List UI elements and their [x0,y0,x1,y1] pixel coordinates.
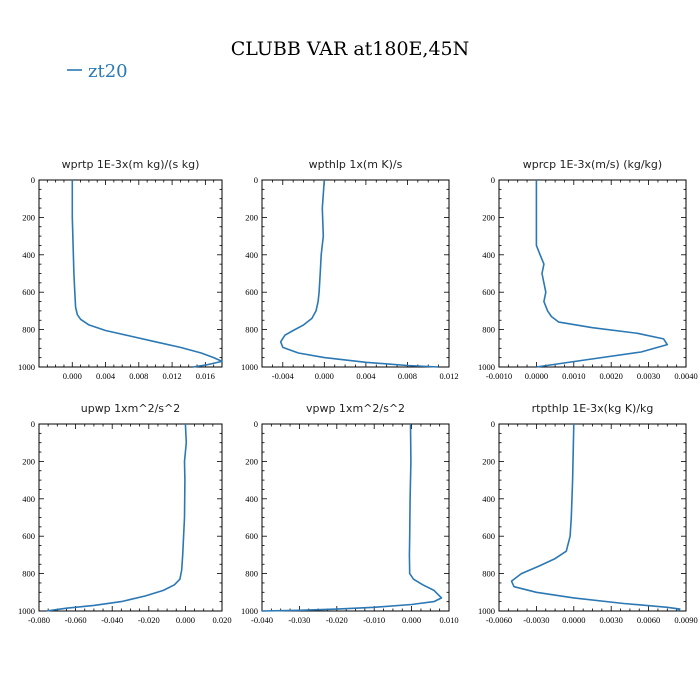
panel-title: upwp 1xm^2/s^2 [81,402,181,415]
y-tick-label: 800 [22,325,35,335]
x-tick-label: 0.0030 [600,615,623,625]
y-tick-label: 600 [22,531,35,541]
y-tick-label: 600 [245,287,258,297]
series-line-zt20 [71,180,223,368]
y-tick-label: 600 [482,287,495,297]
panel-title: vpwp 1xm^2/s^2 [306,402,405,415]
x-tick-label: 0.0000 [562,615,585,625]
x-tick-label: -0.040 [101,615,123,625]
x-tick-label: 0.000 [402,615,421,625]
x-tick-label: 0.0020 [600,371,623,381]
x-tick-label: -0.004 [272,371,295,381]
x-tick-label: 0.000 [63,371,82,381]
x-tick-label: -0.0060 [486,615,512,625]
y-tick-label: 800 [245,569,258,579]
y-tick-label: 0 [31,419,35,429]
y-tick-label: 200 [22,212,35,222]
y-tick-label: 400 [245,250,258,260]
y-tick-label: 400 [482,494,495,504]
figure-title: CLUBB VAR at180E,45N [231,38,470,60]
y-tick-label: 200 [482,212,495,222]
y-tick-label: 1000 [18,362,35,372]
y-tick-label: 800 [22,569,35,579]
x-tick-label: 0.0000 [525,371,548,381]
y-tick-label: 200 [245,456,258,466]
x-tick-label: -0.030 [288,615,310,625]
y-tick-label: 0 [491,175,495,185]
y-tick-label: 800 [245,325,258,335]
x-tick-label: -0.0010 [486,371,512,381]
y-tick-label: 800 [482,325,495,335]
y-tick-label: 600 [22,287,35,297]
x-tick-label: -0.040 [251,615,273,625]
y-tick-label: 400 [22,494,35,504]
series-line-zt20 [46,423,188,612]
y-tick-label: 1000 [241,362,258,372]
y-tick-label: 0 [254,175,258,185]
series-line-zt20 [261,423,443,612]
x-tick-label: -0.020 [138,615,160,625]
series-line-zt20 [535,180,669,368]
y-tick-label: 400 [245,494,258,504]
panel-6: rtpthlp 1E-3x(kg K)/kg02004006008001000-… [478,402,698,625]
x-tick-label: -0.0030 [523,615,549,625]
x-tick-label: -0.010 [363,615,385,625]
y-tick-label: 800 [482,569,495,579]
panel-3: wprcp 1E-3x(m/s) (kg/kg) 0 200 400 600 800 100… [478,158,698,381]
y-tick-label: 200 [245,212,258,222]
x-tick-label: 0.012 [163,371,182,381]
panel-title: wprcp 1E-3x(m/s) (kg/kg) [523,158,662,171]
x-tick-label: 0.0030 [637,371,660,381]
y-tick-label: 1000 [478,362,495,372]
panel-5: vpwp 1xm^2/s^2 0 200 400 600 800 1000-0.040 -0.… [241,402,459,625]
x-tick-label: -0.060 [65,615,87,625]
x-tick-label: 0.010 [439,615,458,625]
x-tick-label: 0.004 [96,371,116,381]
y-tick-label: 0 [254,419,258,429]
y-tick-label: 400 [482,250,495,260]
x-tick-label: -0.080 [28,615,50,625]
y-tick-label: 1000 [241,606,258,616]
series-line-zt20 [279,179,439,368]
panel-1: wprtp 1E-3x(m kg)/(s kg) 0 200 400 600 800 100… [18,158,223,381]
x-tick-label: 0.000 [315,371,334,381]
x-tick-label: 0.0090 [674,615,697,625]
y-tick-label: 1000 [478,606,495,616]
panels: wprtp 1E-3x(m kg)/(s kg) 0 200 400 600 800 100… [18,158,698,625]
panel-title: wpthlp 1x(m K)/s [309,158,403,171]
x-tick-label: 0.020 [212,615,231,625]
panel-title: wprtp 1E-3x(m kg)/(s kg) [62,158,200,171]
panel-2: wpthlp 1x(m K)/s 0 200 400 600 800 1000 -0.004 0… [241,158,459,381]
y-tick-label: 0 [491,419,495,429]
x-tick-label: 0.000 [176,615,195,625]
x-tick-label: 0.0010 [562,371,585,381]
x-tick-label: 0.0060 [637,615,660,625]
panel-title: rtpthlp 1E-3x(kg K)/kg [532,402,654,415]
y-tick-label: 600 [245,531,258,541]
x-tick-label: 0.012 [439,371,458,381]
panel-4: upwp 1xm^2/s^2 0 200 400 600 800 1000-0.080 -0.… [18,402,232,625]
legend-label: zt20 [88,61,128,82]
y-tick-label: 400 [22,250,35,260]
y-tick-label: 0 [31,175,35,185]
x-tick-label: 0.004 [356,371,376,381]
y-tick-label: 200 [22,456,35,466]
series-line-zt20 [510,423,681,612]
y-tick-label: 600 [482,531,495,541]
x-tick-label: -0.020 [326,615,348,625]
y-tick-label: 200 [482,456,495,466]
x-tick-label: 0.0040 [674,371,697,381]
x-tick-label: 0.008 [129,371,148,381]
x-tick-label: 0.008 [398,371,417,381]
legend: zt20 [67,61,128,82]
y-tick-label: 1000 [18,606,35,616]
x-tick-label: 0.016 [196,371,215,381]
